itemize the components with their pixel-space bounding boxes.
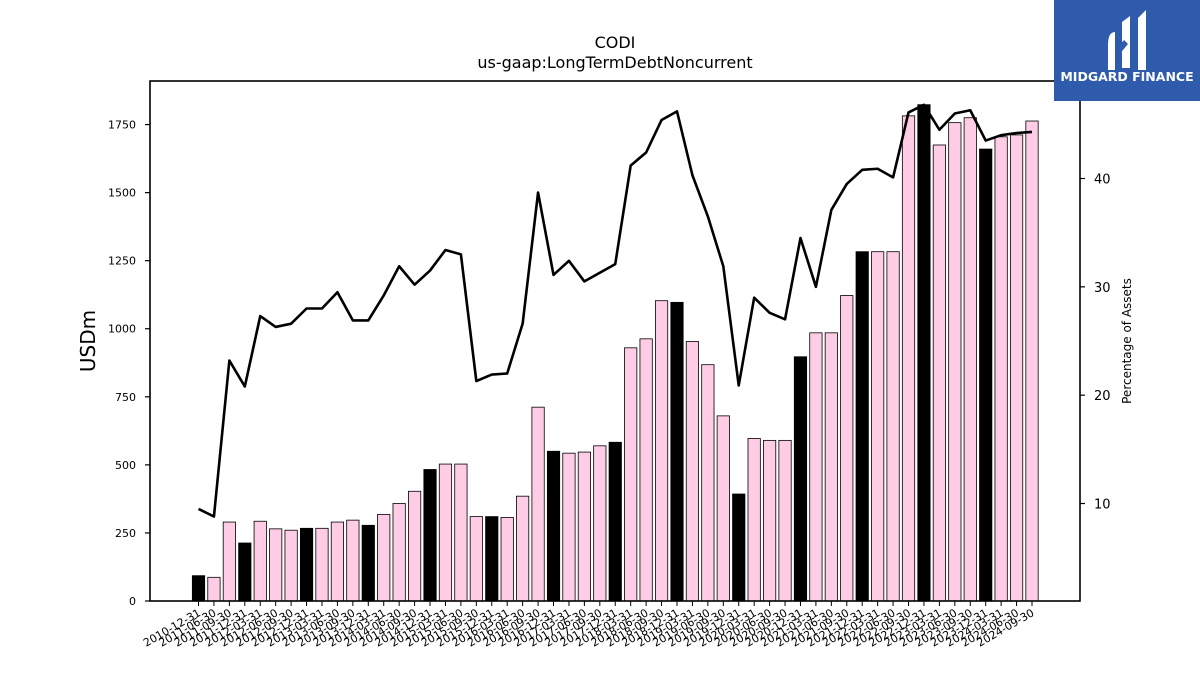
chart-subtitle: us-gaap:LongTermDebtNoncurrent [477, 53, 752, 72]
bar-2024-03-31 [994, 136, 1008, 602]
bar-2021-03-31 [809, 332, 823, 602]
bar-2012-09-30 [284, 529, 298, 602]
y-tick-label-250: 250 [115, 527, 136, 540]
bar-2014-12-31 [423, 469, 437, 602]
bars-layer [191, 104, 1039, 602]
midgard-logo-icon [1108, 10, 1146, 70]
y-tick-label-1500: 1500 [108, 187, 136, 200]
bar-2013-03-31 [315, 527, 329, 602]
bar-2022-12-31 [917, 104, 931, 602]
bar-2020-03-31 [747, 438, 761, 602]
bar-2021-09-30 [840, 295, 854, 602]
y-tick-label-1750: 1750 [108, 119, 136, 132]
bar-2022-09-30 [901, 115, 916, 602]
bar-2022-03-31 [871, 251, 885, 602]
y-tick-label-500: 500 [115, 459, 136, 472]
bar-2017-03-31 [562, 452, 576, 602]
y-tick-label-1000: 1000 [108, 323, 136, 336]
bar-2015-12-31 [485, 516, 499, 602]
bar-2010-12-31 [191, 575, 206, 602]
bar-2015-09-30 [469, 516, 483, 602]
bar-2013-06-30 [330, 521, 344, 602]
chart-title: CODI [595, 33, 636, 52]
y-tick-label-0: 0 [129, 595, 136, 608]
bar-2017-09-30 [593, 445, 607, 602]
bar-2014-09-30 [408, 490, 422, 602]
bar-2015-03-31 [438, 463, 453, 602]
line-layer [197, 103, 1033, 518]
percentage-of-assets-line [197, 103, 1033, 518]
bar-2023-09-30 [963, 117, 977, 602]
bar-2016-12-31 [546, 450, 561, 602]
bar-2017-06-30 [577, 451, 591, 602]
bar-2018-03-31 [624, 347, 638, 602]
bar-2024-09-30 [1025, 120, 1039, 602]
bar-2015-06-30 [454, 463, 468, 602]
bar-2020-12-31 [793, 356, 808, 602]
y2-tick-label-20: 20 [1094, 389, 1111, 404]
bar-2016-09-30 [531, 406, 545, 602]
bar-2012-03-31 [253, 520, 267, 602]
y-axis-label: USDm [76, 310, 100, 372]
axes-layer: 02505007501000125015001750102030402010-1… [108, 80, 1111, 650]
bar-2014-06-30 [392, 503, 406, 602]
y-tick-label-750: 750 [115, 391, 136, 404]
bar-2012-06-30 [269, 528, 283, 602]
bar-2019-06-30 [701, 364, 715, 602]
bar-2019-12-31 [732, 493, 746, 602]
bar-2016-03-31 [500, 517, 514, 602]
bar-2017-12-31 [608, 441, 622, 602]
y2-axis-label: Percentage of Assets [1120, 278, 1134, 404]
bar-2014-03-31 [377, 514, 391, 602]
y2-tick-label-40: 40 [1094, 173, 1111, 188]
y2-tick-label-10: 10 [1094, 498, 1111, 513]
bar-2020-06-30 [763, 439, 777, 602]
bar-2022-06-30 [886, 251, 900, 602]
bar-2018-06-30 [639, 338, 653, 602]
bar-2023-06-30 [948, 122, 962, 602]
y2-tick-label-30: 30 [1094, 281, 1111, 296]
bar-2011-09-30 [222, 521, 236, 602]
bar-2018-09-30 [654, 300, 669, 602]
bar-2011-06-30 [207, 576, 221, 602]
y-tick-label-1250: 1250 [108, 255, 136, 268]
bar-2019-03-31 [685, 341, 700, 602]
bar-2023-12-31 [979, 148, 993, 602]
bar-2020-09-30 [778, 439, 792, 602]
bar-2013-09-30 [346, 519, 360, 602]
brand-badge: MIDGARD FINANCE [1054, 0, 1200, 101]
bar-2021-06-30 [824, 332, 838, 602]
bar-2011-12-31 [238, 542, 252, 602]
bar-2021-12-31 [855, 251, 869, 602]
bar-2012-12-31 [299, 527, 314, 602]
brand-name: MIDGARD FINANCE [1060, 69, 1193, 84]
bar-2013-12-31 [361, 524, 375, 602]
bar-2016-06-30 [516, 495, 530, 602]
bar-2023-03-31 [932, 144, 946, 602]
bar-2018-12-31 [670, 301, 684, 602]
bar-2019-09-30 [716, 415, 730, 602]
bar-2024-06-30 [1009, 134, 1024, 602]
